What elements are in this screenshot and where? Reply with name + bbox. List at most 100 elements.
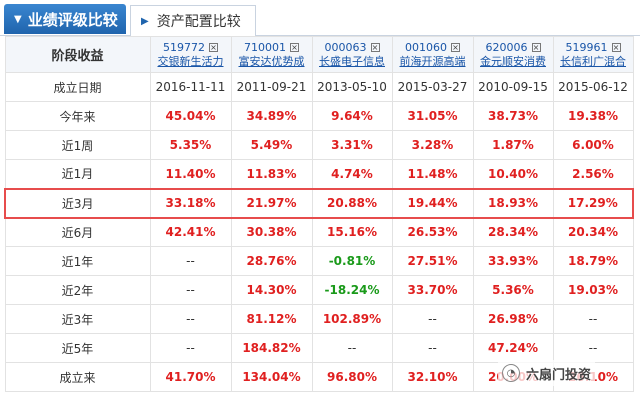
tab-asset-allocation[interactable]: ▶ 资产配置比较: [130, 5, 256, 36]
close-icon[interactable]: ×: [370, 43, 380, 52]
table-cell: --: [552, 333, 634, 363]
table-cell: 11.48%: [391, 159, 474, 189]
fund-code-link[interactable]: 000063: [324, 41, 367, 54]
fund-column-header: 710001 × 富安达优势成: [230, 36, 313, 73]
table-row: 近1周 5.35% 5.49% 3.31% 3.28% 1.87% 6.00%: [4, 130, 634, 160]
table-cell: --: [149, 333, 232, 363]
table-cell: 96.80%: [311, 362, 393, 392]
table-row: 今年来 45.04% 34.89% 9.64% 31.05% 38.73% 19.38%: [4, 101, 634, 131]
table-header-row: 阶段收益 519772 × 交银新生活力 710001 × 富安达优势成 00006…: [4, 36, 634, 73]
fund-column-header: 519961 × 长信利广混合: [552, 36, 634, 73]
row-label: 今年来: [4, 101, 151, 131]
table-cell: 11.83%: [230, 159, 313, 189]
table-cell: 2013-05-10: [311, 72, 393, 102]
table-cell: 19.03%: [552, 275, 634, 305]
fund-code-link[interactable]: 620006: [485, 41, 528, 54]
table-cell: 134.04%: [230, 362, 313, 392]
fund-code-link[interactable]: 519961: [565, 41, 608, 54]
table-cell: 33.18%: [149, 187, 232, 219]
table-cell: 38.73%: [472, 101, 554, 131]
table-cell: 3.28%: [391, 130, 474, 160]
table-cell: 9.64%: [311, 101, 393, 131]
table-cell: 19.44%: [391, 187, 474, 219]
table-cell: 6.00%: [552, 130, 634, 160]
table-cell: 34.89%: [230, 101, 313, 131]
table-row: 近3月 33.18% 21.97% 20.88% 19.44% 18.93% 17.29%: [4, 187, 634, 219]
close-icon[interactable]: ×: [209, 43, 218, 52]
table-cell: 102.89%: [311, 304, 393, 334]
table-cell: 2016-11-11: [149, 72, 232, 102]
table-cell: 41.70%: [149, 362, 232, 392]
table-cell: 27.51%: [391, 246, 474, 276]
watermark: ◔ 六扇门投资: [498, 360, 596, 386]
row-label: 近2年: [4, 275, 151, 305]
table-cell: 2010-09-15: [472, 72, 554, 102]
table-cell: 10.40%: [472, 159, 554, 189]
table-cell: 2011-09-21: [230, 72, 313, 102]
tab-asset-allocation-label: 资产配置比较: [156, 14, 241, 30]
table-cell: 4.74%: [311, 159, 393, 189]
table-cell: 184.82%: [230, 333, 313, 363]
table-cell: 30.38%: [230, 217, 313, 247]
tab-performance-rating[interactable]: ▼ 业绩评级比较: [4, 4, 126, 34]
table-cell: 33.93%: [472, 246, 554, 276]
row-label: 近3月: [4, 187, 151, 219]
close-icon[interactable]: ×: [531, 43, 541, 52]
table-cell: --: [149, 304, 232, 334]
row-label: 成立来: [4, 362, 151, 392]
fund-column-header: 620006 × 金元顺安消费: [472, 36, 554, 73]
column-header-label: 阶段收益: [4, 36, 151, 73]
row-label: 近1周: [4, 130, 151, 160]
fund-name-link[interactable]: 长盛电子信息: [319, 55, 385, 68]
table-cell: 17.29%: [552, 187, 634, 219]
close-icon[interactable]: ×: [611, 43, 621, 52]
table-row: 近3年 -- 81.12% 102.89% -- 26.98% --: [4, 304, 634, 334]
table-cell: 20.88%: [311, 187, 393, 219]
fund-column-header: 519772 × 交银新生活力: [149, 36, 232, 73]
table-cell: 2015-06-12: [552, 72, 634, 102]
table-cell: 19.38%: [552, 101, 634, 131]
table-cell: 33.70%: [391, 275, 474, 305]
fund-name-link[interactable]: 富安达优势成: [238, 55, 305, 68]
table-cell: 2015-03-27: [391, 72, 474, 102]
watermark-text: 六扇门投资: [526, 367, 592, 383]
fund-name-link[interactable]: 交银新生活力: [157, 55, 224, 68]
comparison-table: 阶段收益 519772 × 交银新生活力 710001 × 富安达优势成 00006…: [4, 36, 634, 392]
table-cell: 18.79%: [552, 246, 634, 276]
table-cell: --: [149, 275, 232, 305]
table-cell: 26.98%: [472, 304, 554, 334]
fund-name-link[interactable]: 长信利广混合: [560, 55, 626, 68]
fund-code-link[interactable]: 001060: [405, 41, 447, 54]
table-cell: 2.56%: [552, 159, 634, 189]
table-cell: 18.93%: [472, 187, 554, 219]
table-cell: 28.76%: [230, 246, 313, 276]
table-cell: 15.16%: [311, 217, 393, 247]
table-cell: 32.10%: [391, 362, 474, 392]
fund-name-link[interactable]: 金元顺安消费: [480, 55, 546, 68]
chevron-right-icon: ▶: [141, 15, 149, 27]
chevron-down-icon: ▼: [14, 13, 22, 25]
table-row: 近1月 11.40% 11.83% 4.74% 11.48% 10.40% 2.56%: [4, 159, 634, 189]
table-cell: --: [149, 246, 232, 276]
table-cell: --: [552, 304, 634, 334]
fund-column-header: 001060 × 前海开源高端: [391, 36, 474, 73]
row-label: 成立日期: [4, 72, 151, 102]
fund-code-link[interactable]: 519772: [163, 41, 205, 54]
table-cell: 42.41%: [149, 217, 232, 247]
close-icon[interactable]: ×: [451, 43, 460, 52]
table-cell: -0.81%: [311, 246, 393, 276]
row-label: 近3年: [4, 304, 151, 334]
table-cell: 3.31%: [311, 130, 393, 160]
fund-name-link[interactable]: 前海开源高端: [399, 55, 466, 68]
wechat-icon: ◔: [502, 364, 520, 382]
row-label: 近1年: [4, 246, 151, 276]
table-row: 近5年 -- 184.82% -- -- 47.24% --: [4, 333, 634, 363]
table-row: 成立日期 2016-11-11 2011-09-21 2013-05-10 2015-0…: [4, 72, 634, 102]
table-cell: 11.40%: [149, 159, 232, 189]
table-cell: 1.87%: [472, 130, 554, 160]
close-icon[interactable]: ×: [290, 43, 299, 52]
table-cell: 26.53%: [391, 217, 474, 247]
table-row: 近2年 -- 14.30% -18.24% 33.70% 5.36% 19.03%: [4, 275, 634, 305]
table-cell: 5.36%: [472, 275, 554, 305]
fund-code-link[interactable]: 710001: [244, 41, 286, 54]
